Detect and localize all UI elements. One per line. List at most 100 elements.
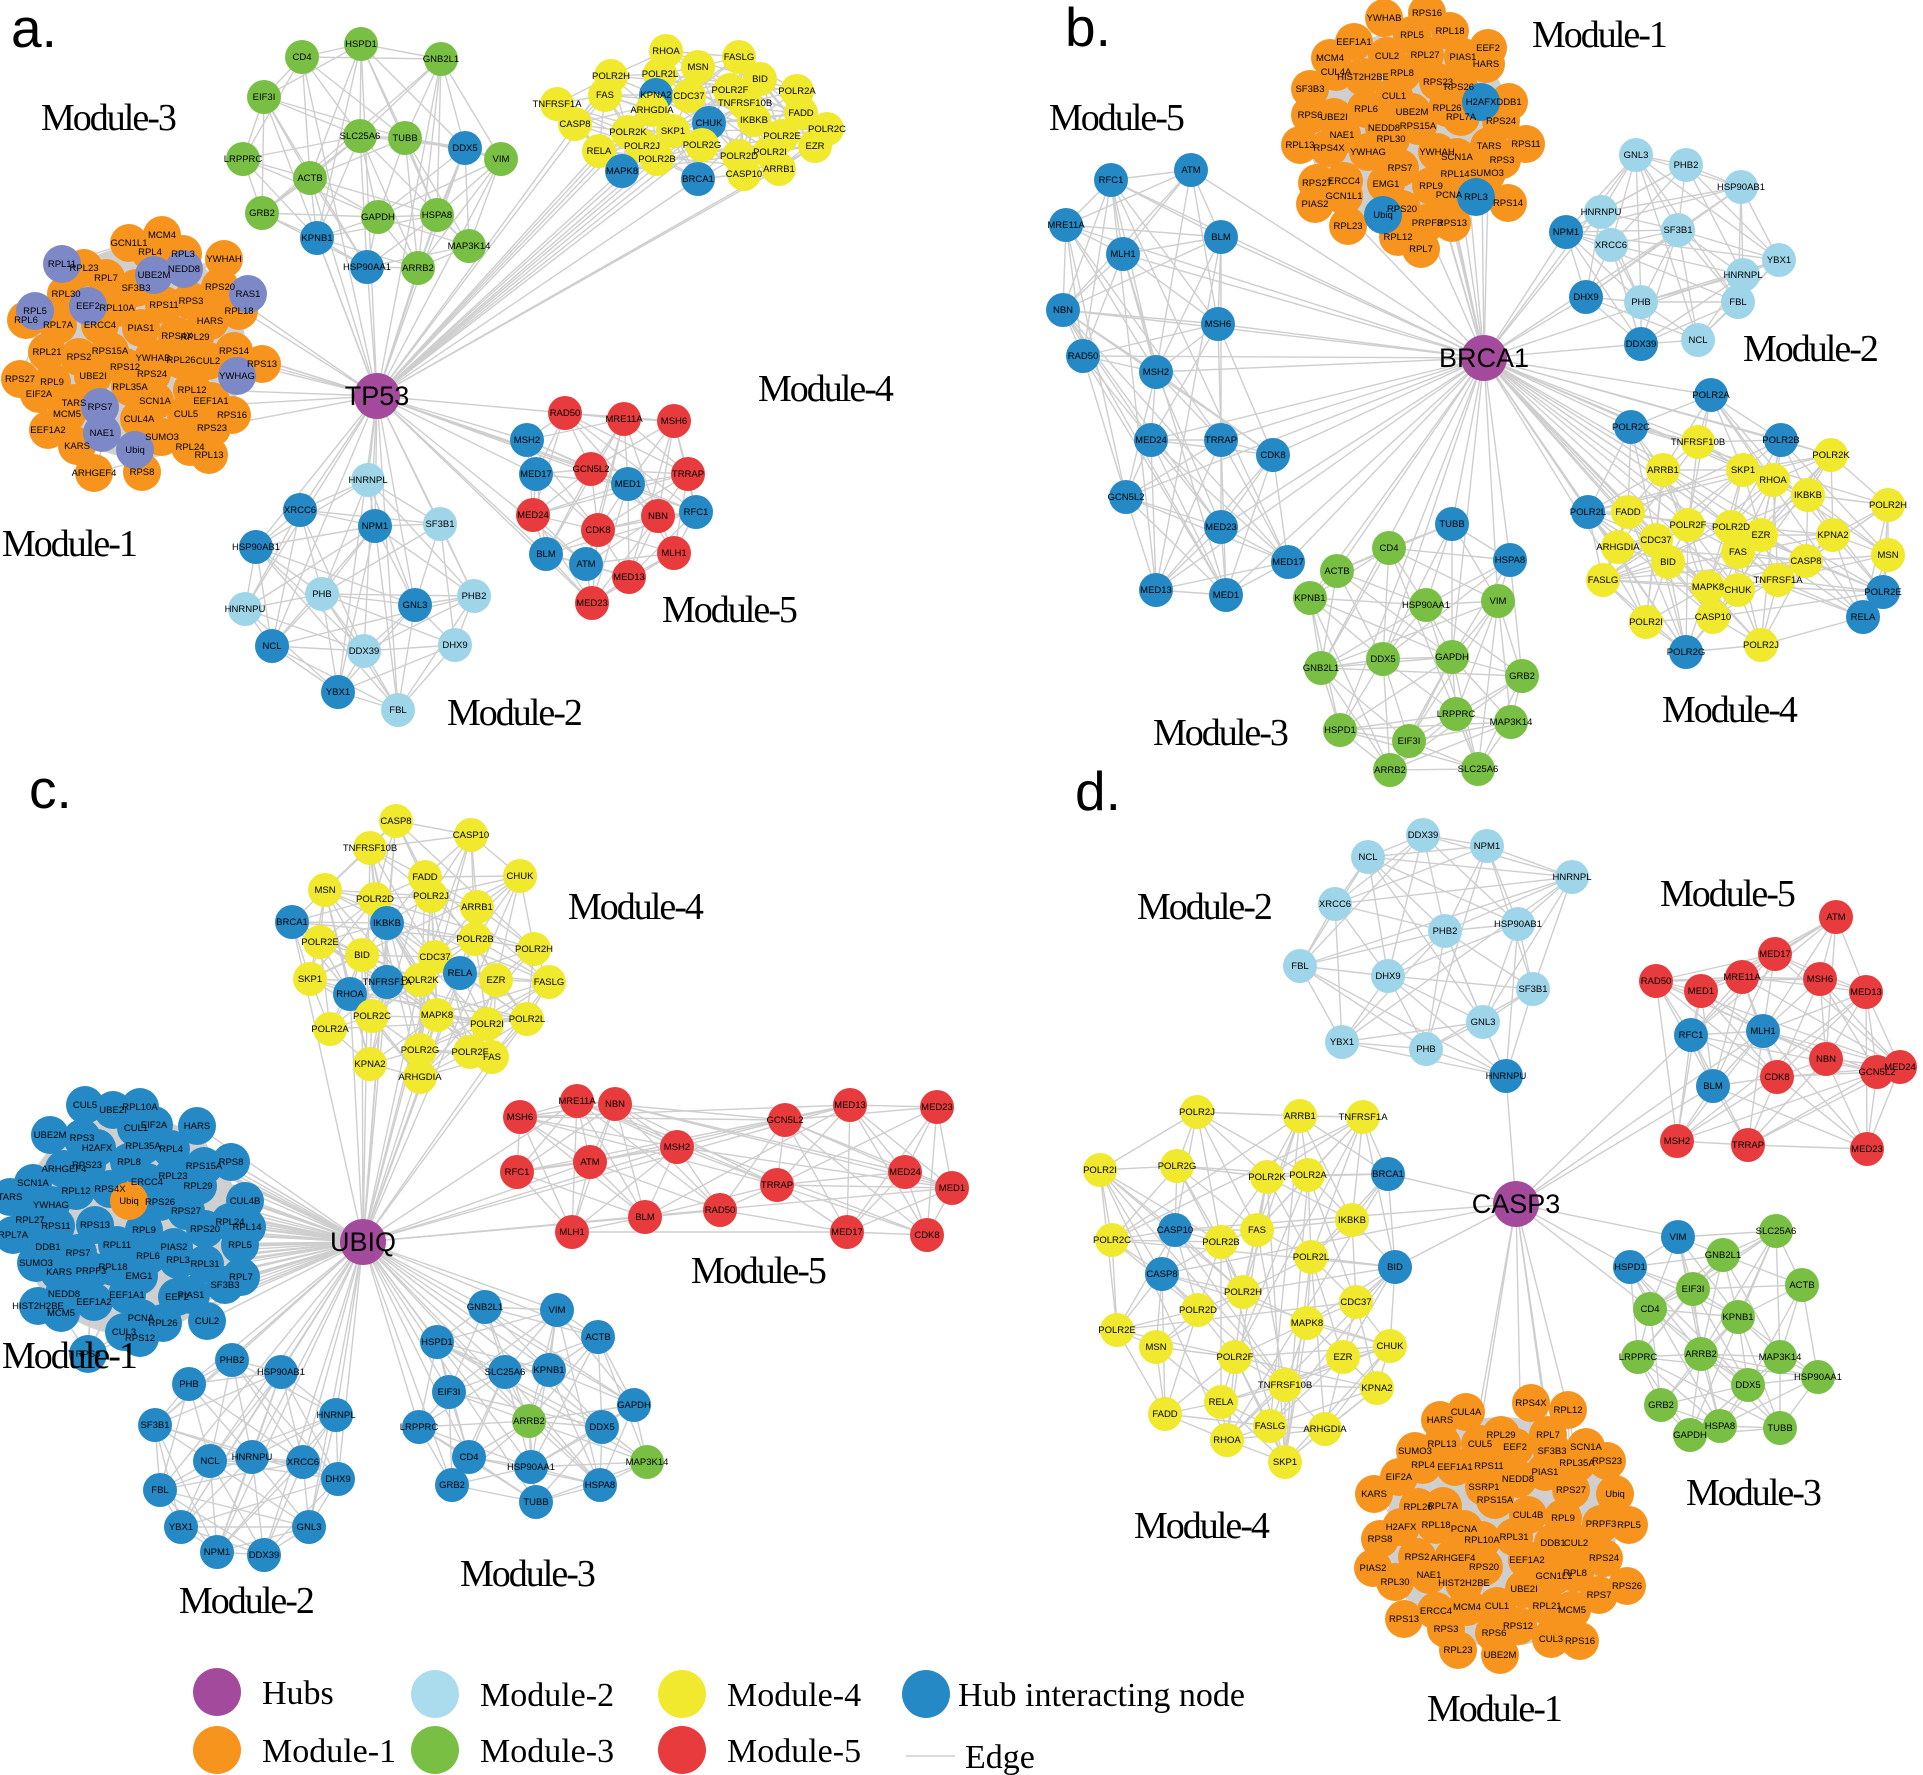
svg-text:POLR2G: POLR2G bbox=[401, 1045, 440, 1056]
svg-text:EEF2: EEF2 bbox=[165, 1292, 189, 1303]
svg-text:RAD50: RAD50 bbox=[1068, 351, 1099, 362]
svg-text:ARRB2: ARRB2 bbox=[513, 1416, 545, 1427]
svg-text:XRCC6: XRCC6 bbox=[1319, 899, 1351, 910]
svg-text:GCN5L2: GCN5L2 bbox=[1859, 1067, 1896, 1078]
svg-text:MED17: MED17 bbox=[831, 1227, 863, 1238]
svg-text:IKBKB: IKBKB bbox=[740, 115, 768, 126]
svg-text:SF3B3: SF3B3 bbox=[1295, 84, 1324, 95]
svg-text:Module-1: Module-1 bbox=[262, 1733, 396, 1770]
svg-text:EIF2A: EIF2A bbox=[141, 1120, 168, 1131]
svg-text:ARHGEF4: ARHGEF4 bbox=[72, 468, 117, 479]
svg-text:Module-5: Module-5 bbox=[1660, 873, 1795, 915]
svg-text:RPS13: RPS13 bbox=[80, 1220, 110, 1231]
svg-text:RPL21: RPL21 bbox=[1532, 1601, 1561, 1612]
svg-text:POLR2A: POLR2A bbox=[1692, 390, 1730, 401]
svg-text:KPNB1: KPNB1 bbox=[301, 233, 332, 244]
svg-text:Module-3: Module-3 bbox=[460, 1553, 595, 1595]
svg-text:RPS23: RPS23 bbox=[197, 423, 227, 434]
svg-text:RPS20: RPS20 bbox=[1469, 1562, 1499, 1573]
svg-text:CD4: CD4 bbox=[292, 52, 311, 63]
svg-text:SF3B1: SF3B1 bbox=[1663, 225, 1692, 236]
svg-text:GNB2L1: GNB2L1 bbox=[467, 1302, 503, 1313]
svg-text:Module-1: Module-1 bbox=[2, 1335, 136, 1377]
svg-text:SSRP1: SSRP1 bbox=[1468, 1482, 1499, 1493]
svg-text:MCM4: MCM4 bbox=[1316, 53, 1344, 64]
svg-text:TRRAP: TRRAP bbox=[761, 1180, 793, 1191]
svg-text:SKP1: SKP1 bbox=[661, 126, 685, 137]
svg-text:a.: a. bbox=[11, 0, 57, 59]
svg-text:CHUK: CHUK bbox=[507, 871, 535, 882]
svg-text:GRB2: GRB2 bbox=[1509, 671, 1535, 682]
svg-text:ACTB: ACTB bbox=[585, 1332, 610, 1343]
svg-text:FADD: FADD bbox=[788, 108, 813, 119]
svg-text:GNB2L1: GNB2L1 bbox=[1303, 663, 1339, 674]
svg-text:KPNA2: KPNA2 bbox=[1817, 530, 1848, 541]
svg-text:PIAS1: PIAS1 bbox=[1532, 1467, 1559, 1478]
svg-text:RPS6: RPS6 bbox=[1298, 110, 1323, 121]
svg-text:MED24: MED24 bbox=[517, 510, 549, 521]
svg-text:CUL4A: CUL4A bbox=[1451, 1407, 1482, 1418]
svg-text:RPL29: RPL29 bbox=[1486, 1430, 1515, 1441]
svg-text:RELA: RELA bbox=[1851, 612, 1876, 623]
svg-text:ACTB: ACTB bbox=[1789, 1280, 1814, 1291]
svg-text:RPS15A: RPS15A bbox=[186, 1161, 223, 1172]
svg-text:Module-1: Module-1 bbox=[1427, 1688, 1561, 1730]
svg-text:RPS4X: RPS4X bbox=[94, 1184, 126, 1195]
svg-text:CASP3: CASP3 bbox=[1472, 1189, 1561, 1219]
svg-text:MAPK8: MAPK8 bbox=[606, 166, 638, 177]
svg-text:RPS3: RPS3 bbox=[1434, 1624, 1459, 1635]
svg-text:CUL5: CUL5 bbox=[174, 409, 198, 420]
svg-text:MED17: MED17 bbox=[1272, 557, 1304, 568]
svg-text:RPL6: RPL6 bbox=[1354, 104, 1378, 115]
svg-text:ACTB: ACTB bbox=[1324, 566, 1349, 577]
svg-text:RPL3: RPL3 bbox=[1464, 192, 1488, 203]
svg-text:EIF3I: EIF3I bbox=[1398, 736, 1421, 747]
svg-text:TNFRSF10B: TNFRSF10B bbox=[718, 98, 772, 109]
svg-text:UBE2M: UBE2M bbox=[1484, 1650, 1517, 1661]
svg-text:FBL: FBL bbox=[1729, 297, 1746, 308]
svg-text:PHB: PHB bbox=[312, 589, 332, 600]
svg-text:HNRNPL: HNRNPL bbox=[1552, 872, 1591, 883]
svg-text:MED17: MED17 bbox=[520, 469, 552, 480]
svg-text:RPS24: RPS24 bbox=[1486, 116, 1516, 127]
svg-text:EZR: EZR bbox=[806, 141, 825, 152]
svg-text:H2AFX: H2AFX bbox=[82, 1143, 113, 1154]
svg-text:BLM: BLM bbox=[635, 1212, 655, 1223]
svg-text:PIAS2: PIAS2 bbox=[1360, 1563, 1387, 1574]
svg-text:MCM5: MCM5 bbox=[47, 1308, 75, 1319]
svg-text:DDX5: DDX5 bbox=[452, 143, 477, 154]
svg-text:EIF3I: EIF3I bbox=[253, 92, 276, 103]
svg-text:POLR2F: POLR2F bbox=[712, 85, 749, 96]
svg-text:RPS7: RPS7 bbox=[1587, 1590, 1612, 1601]
svg-text:POLR2F: POLR2F bbox=[1670, 520, 1707, 531]
svg-text:Edge: Edge bbox=[965, 1739, 1035, 1775]
svg-text:MSH2: MSH2 bbox=[1664, 1136, 1690, 1147]
svg-text:GCN5L2: GCN5L2 bbox=[573, 464, 610, 475]
svg-text:LRPPRC: LRPPRC bbox=[400, 1422, 439, 1433]
svg-text:CUL4A: CUL4A bbox=[124, 414, 155, 425]
svg-text:GCN1L1: GCN1L1 bbox=[1326, 191, 1363, 202]
svg-text:NEDD8: NEDD8 bbox=[1502, 1474, 1534, 1485]
svg-text:RPL13: RPL13 bbox=[1427, 1439, 1456, 1450]
svg-text:DHX9: DHX9 bbox=[1573, 292, 1598, 303]
svg-text:ERCC4: ERCC4 bbox=[84, 320, 116, 331]
svg-text:RPL9: RPL9 bbox=[132, 1225, 156, 1236]
svg-text:POLR2G: POLR2G bbox=[683, 140, 722, 151]
svg-text:POLR2I: POLR2I bbox=[753, 147, 787, 158]
svg-text:POLR2C: POLR2C bbox=[353, 1011, 391, 1022]
svg-text:H2AFX: H2AFX bbox=[1386, 1522, 1417, 1533]
svg-text:NEDD8: NEDD8 bbox=[48, 1289, 80, 1300]
svg-text:RAS1: RAS1 bbox=[236, 289, 261, 300]
svg-text:RPS27: RPS27 bbox=[171, 1206, 201, 1217]
svg-text:DDB1: DDB1 bbox=[35, 1242, 60, 1253]
svg-text:HARS: HARS bbox=[1427, 1415, 1453, 1426]
svg-text:PHB: PHB bbox=[1631, 297, 1651, 308]
svg-text:RPS14: RPS14 bbox=[1493, 198, 1523, 209]
svg-text:RPS26: RPS26 bbox=[145, 1197, 175, 1208]
svg-text:UBIQ: UBIQ bbox=[330, 1227, 396, 1257]
svg-text:MCM5: MCM5 bbox=[53, 409, 81, 420]
svg-text:EEF1A1: EEF1A1 bbox=[1336, 37, 1371, 48]
svg-text:NCL: NCL bbox=[1688, 335, 1707, 346]
svg-text:RPS20: RPS20 bbox=[1387, 204, 1417, 215]
svg-text:Module-2: Module-2 bbox=[1743, 328, 1877, 370]
